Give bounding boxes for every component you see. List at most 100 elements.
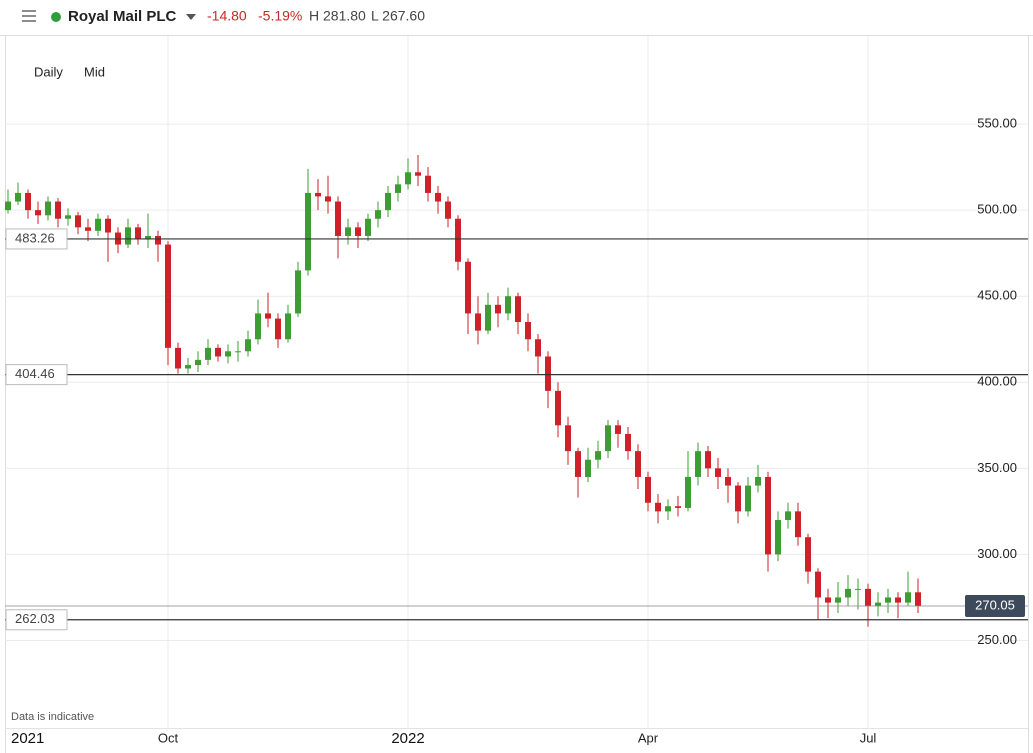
candle-body — [55, 201, 61, 219]
candle-body — [185, 365, 191, 369]
disclaimer: Data is indicative — [11, 711, 94, 723]
candle-body — [635, 451, 641, 477]
dropdown-arrow[interactable] — [186, 14, 196, 20]
candle-body — [595, 451, 601, 460]
candle-body — [575, 451, 581, 477]
candle-body — [855, 588, 861, 590]
y-tick-label: 350.00 — [977, 460, 1017, 475]
candle-body — [455, 218, 461, 262]
candle-body — [565, 425, 571, 452]
candle-body — [645, 476, 651, 503]
candle-body — [535, 339, 541, 357]
candle-body — [425, 175, 431, 193]
candle-body — [165, 244, 171, 348]
candle-body — [705, 451, 711, 469]
y-tick-label: 500.00 — [977, 202, 1017, 217]
candle-body — [905, 592, 911, 603]
low: L 267.60 — [371, 8, 425, 24]
candle-body — [365, 218, 371, 236]
level-label: 404.46 — [15, 366, 55, 381]
candle-body — [295, 270, 301, 314]
candle-body — [675, 506, 681, 508]
x-tick-label: Jul — [860, 730, 877, 745]
candle-body — [805, 537, 811, 572]
candle-body — [505, 296, 511, 314]
level-label-box — [5, 609, 68, 631]
candle-body — [515, 296, 521, 323]
candle-body — [5, 201, 11, 211]
candle-body — [495, 304, 501, 314]
header-bar — [0, 0, 1033, 36]
level-label: 483.26 — [15, 230, 55, 245]
candle-body — [315, 192, 321, 197]
candle-body — [155, 235, 161, 245]
candle-body — [775, 519, 781, 555]
candle-body — [225, 351, 231, 357]
candle-body — [205, 347, 211, 360]
candle-body — [625, 433, 631, 452]
candle-body — [325, 196, 331, 202]
candle-body — [135, 227, 141, 240]
candle-body — [525, 322, 531, 340]
candle-body — [585, 459, 591, 477]
price-type[interactable]: Mid — [84, 64, 105, 79]
candle-body — [415, 172, 421, 176]
candle-body — [375, 210, 381, 219]
candle-body — [75, 215, 81, 228]
instrument-name[interactable]: Royal Mail PLC — [68, 8, 177, 25]
candle-body — [875, 602, 881, 607]
candle-body — [385, 192, 391, 211]
candle-body — [485, 304, 491, 331]
candle-body — [405, 172, 411, 185]
candle-body — [815, 571, 821, 598]
change-pct: -5.19% — [258, 8, 302, 24]
candle-body — [475, 313, 481, 331]
candle-body — [355, 227, 361, 236]
y-tick-label: 550.00 — [977, 116, 1017, 131]
x-tick-label: Oct — [158, 730, 179, 745]
candle-body — [545, 356, 551, 391]
candle-body — [305, 192, 311, 271]
candle-body — [445, 201, 451, 219]
candle-body — [275, 318, 281, 340]
status-dot — [51, 12, 61, 22]
candle-body — [835, 597, 841, 603]
level-label: 262.03 — [15, 611, 55, 626]
menu-icon[interactable] — [22, 10, 36, 22]
candle-body — [665, 506, 671, 512]
candle-body — [235, 351, 241, 353]
level-label-box — [5, 228, 68, 250]
candle-body — [255, 313, 261, 340]
x-tick-label: Apr — [638, 730, 659, 745]
candle-body — [465, 261, 471, 314]
candle-body — [35, 210, 41, 216]
x-tick-label: 2022 — [391, 730, 424, 747]
candle-body — [45, 201, 51, 216]
candle-body — [655, 502, 661, 512]
y-tick-label: 250.00 — [977, 632, 1017, 647]
candle-body — [725, 476, 731, 486]
candle-body — [215, 347, 221, 357]
candle-body — [865, 588, 871, 607]
candle-body — [285, 313, 291, 340]
candle-body — [745, 485, 751, 512]
candle-body — [825, 597, 831, 603]
candle-body — [105, 218, 111, 233]
y-tick-label: 400.00 — [977, 374, 1017, 389]
candle-body — [245, 339, 251, 352]
candle-body — [145, 235, 151, 240]
candle-body — [685, 476, 691, 508]
interval[interactable]: Daily — [34, 64, 63, 79]
candle-body — [265, 313, 271, 319]
candle-body — [795, 511, 801, 538]
candle-body — [695, 451, 701, 477]
candle-body — [435, 192, 441, 202]
last-price-box — [965, 594, 1025, 617]
candle-body — [845, 588, 851, 598]
candle-body — [765, 476, 771, 555]
candle-body — [715, 468, 721, 477]
candle-body — [25, 192, 31, 211]
candle-body — [345, 227, 351, 236]
level-label-box — [5, 364, 68, 386]
